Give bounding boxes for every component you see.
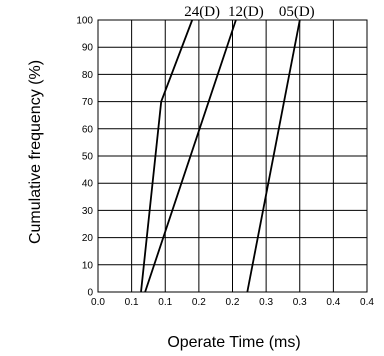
- y-tick-label: 50: [82, 152, 94, 163]
- series-line: [140, 19, 194, 293]
- y-tick-label: 60: [82, 124, 94, 135]
- plot-frame: [97, 19, 368, 293]
- y-tick-label: 20: [82, 233, 94, 244]
- series-label: 05(D): [279, 4, 315, 20]
- x-axis-title: Operate Time (ms): [167, 334, 300, 351]
- y-tick-label: 0: [87, 288, 93, 299]
- y-tick-label: 70: [82, 97, 94, 108]
- series-lines: [140, 19, 301, 293]
- y-tick-label: 10: [82, 260, 94, 271]
- series-line: [144, 19, 237, 293]
- x-tick-label: 0.2: [192, 297, 206, 308]
- y-tick-label: 100: [76, 16, 93, 27]
- series-label: 24(D): [184, 4, 220, 20]
- y-axis-ticks: 0 10 20 30 40 50 60 70 80 90 100: [76, 16, 93, 299]
- x-tick-label: 0.2: [226, 297, 240, 308]
- y-tick-label: 30: [82, 206, 94, 217]
- series-labels: 24(D) 12(D) 05(D): [184, 4, 314, 20]
- y-tick-label: 40: [82, 179, 94, 190]
- x-tick-label: 0.3: [259, 297, 273, 308]
- y-axis-title: Cumulative frequency (%): [27, 60, 44, 244]
- series-label: 12(D): [228, 4, 264, 20]
- x-tick-label: 0.1: [125, 297, 139, 308]
- x-tick-label: 0.0: [91, 297, 105, 308]
- y-tick-label: 80: [82, 70, 94, 81]
- grid: [97, 19, 368, 293]
- x-tick-label: 0.1: [158, 297, 172, 308]
- x-tick-label: 0.4: [360, 297, 374, 308]
- x-tick-label: 0.4: [326, 297, 340, 308]
- x-tick-label: 0.3: [293, 297, 307, 308]
- series-line: [246, 19, 301, 293]
- x-axis-ticks: 0.0 0.1 0.1 0.2 0.2 0.3 0.3 0.4 0.4: [91, 297, 374, 308]
- y-tick-label: 90: [82, 43, 94, 54]
